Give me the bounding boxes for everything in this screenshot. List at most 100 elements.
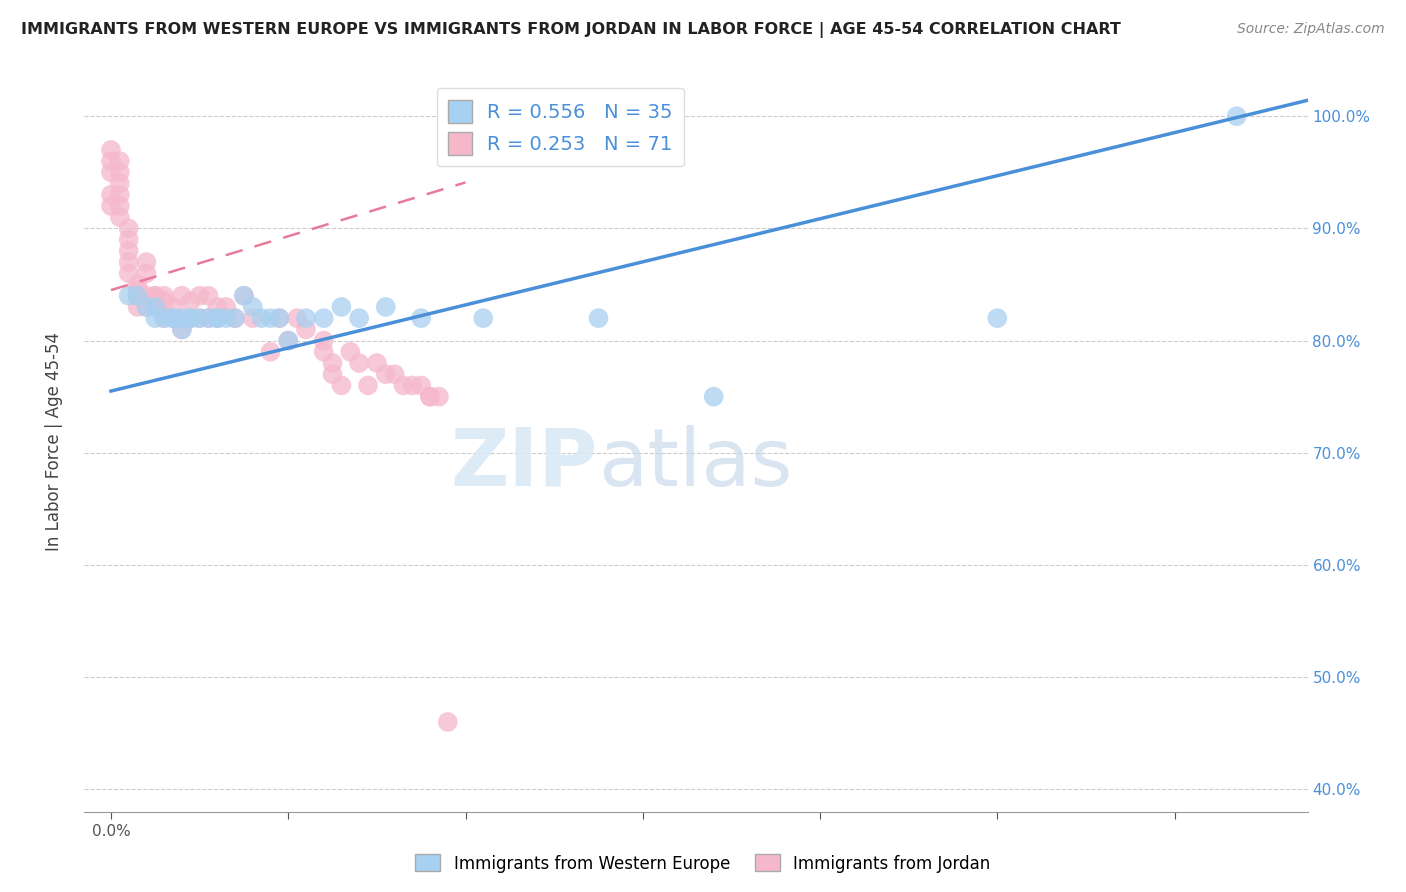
Point: [153, 311, 176, 326]
Point: [330, 300, 353, 314]
Point: [108, 187, 131, 202]
Point: [384, 368, 406, 382]
Point: [108, 199, 131, 213]
Point: [153, 311, 176, 326]
Point: [170, 289, 193, 303]
Point: [162, 311, 184, 326]
Point: [419, 390, 441, 404]
Point: [277, 334, 299, 348]
Point: [180, 311, 202, 326]
Point: [118, 266, 141, 280]
Y-axis label: In Labor Force | Age 45-54: In Labor Force | Age 45-54: [45, 332, 63, 551]
Point: [127, 289, 149, 303]
Point: [118, 233, 141, 247]
Point: [135, 300, 157, 314]
Point: [259, 344, 281, 359]
Point: [392, 378, 415, 392]
Point: [170, 311, 193, 326]
Text: Source: ZipAtlas.com: Source: ZipAtlas.com: [1237, 22, 1385, 37]
Point: [197, 289, 219, 303]
Point: [135, 289, 157, 303]
Point: [312, 311, 335, 326]
Text: IMMIGRANTS FROM WESTERN EUROPE VS IMMIGRANTS FROM JORDAN IN LABOR FORCE | AGE 45: IMMIGRANTS FROM WESTERN EUROPE VS IMMIGR…: [21, 22, 1121, 38]
Point: [153, 289, 176, 303]
Point: [118, 289, 141, 303]
Point: [180, 311, 202, 326]
Point: [108, 210, 131, 224]
Point: [207, 311, 229, 326]
Legend: Immigrants from Western Europe, Immigrants from Jordan: Immigrants from Western Europe, Immigran…: [409, 847, 997, 880]
Point: [588, 311, 610, 326]
Point: [277, 334, 299, 348]
Point: [170, 311, 193, 326]
Point: [135, 300, 157, 314]
Point: [374, 368, 396, 382]
Point: [100, 187, 122, 202]
Point: [250, 311, 273, 326]
Point: [162, 311, 184, 326]
Point: [127, 283, 149, 297]
Point: [207, 300, 229, 314]
Legend: R = 0.556   N = 35, R = 0.253   N = 71: R = 0.556 N = 35, R = 0.253 N = 71: [437, 88, 685, 167]
Point: [224, 311, 246, 326]
Point: [419, 390, 441, 404]
Point: [170, 322, 193, 336]
Point: [703, 390, 725, 404]
Point: [197, 311, 219, 326]
Point: [322, 368, 344, 382]
Point: [357, 378, 380, 392]
Point: [411, 378, 433, 392]
Point: [100, 165, 122, 179]
Point: [143, 289, 166, 303]
Point: [339, 344, 361, 359]
Point: [127, 277, 149, 292]
Point: [127, 289, 149, 303]
Point: [215, 311, 238, 326]
Point: [162, 311, 184, 326]
Point: [1226, 109, 1249, 123]
Point: [170, 322, 193, 336]
Point: [207, 311, 229, 326]
Point: [259, 311, 281, 326]
Text: ZIP: ZIP: [451, 425, 598, 503]
Point: [100, 154, 122, 169]
Point: [207, 311, 229, 326]
Point: [242, 300, 264, 314]
Point: [118, 244, 141, 258]
Point: [135, 255, 157, 269]
Point: [374, 300, 396, 314]
Point: [215, 300, 238, 314]
Point: [118, 255, 141, 269]
Point: [285, 311, 308, 326]
Point: [100, 199, 122, 213]
Point: [269, 311, 291, 326]
Point: [312, 334, 335, 348]
Point: [188, 311, 211, 326]
Point: [188, 289, 211, 303]
Point: [118, 221, 141, 235]
Point: [224, 311, 246, 326]
Point: [162, 300, 184, 314]
Point: [135, 266, 157, 280]
Point: [188, 311, 211, 326]
Point: [180, 294, 202, 309]
Point: [347, 356, 370, 370]
Point: [427, 390, 450, 404]
Point: [436, 714, 458, 729]
Point: [401, 378, 423, 392]
Text: atlas: atlas: [598, 425, 793, 503]
Point: [108, 154, 131, 169]
Point: [312, 344, 335, 359]
Point: [242, 311, 264, 326]
Point: [295, 322, 318, 336]
Point: [197, 311, 219, 326]
Point: [143, 289, 166, 303]
Point: [322, 356, 344, 370]
Point: [143, 300, 166, 314]
Point: [143, 300, 166, 314]
Point: [347, 311, 370, 326]
Point: [180, 311, 202, 326]
Point: [411, 311, 433, 326]
Point: [153, 294, 176, 309]
Point: [330, 378, 353, 392]
